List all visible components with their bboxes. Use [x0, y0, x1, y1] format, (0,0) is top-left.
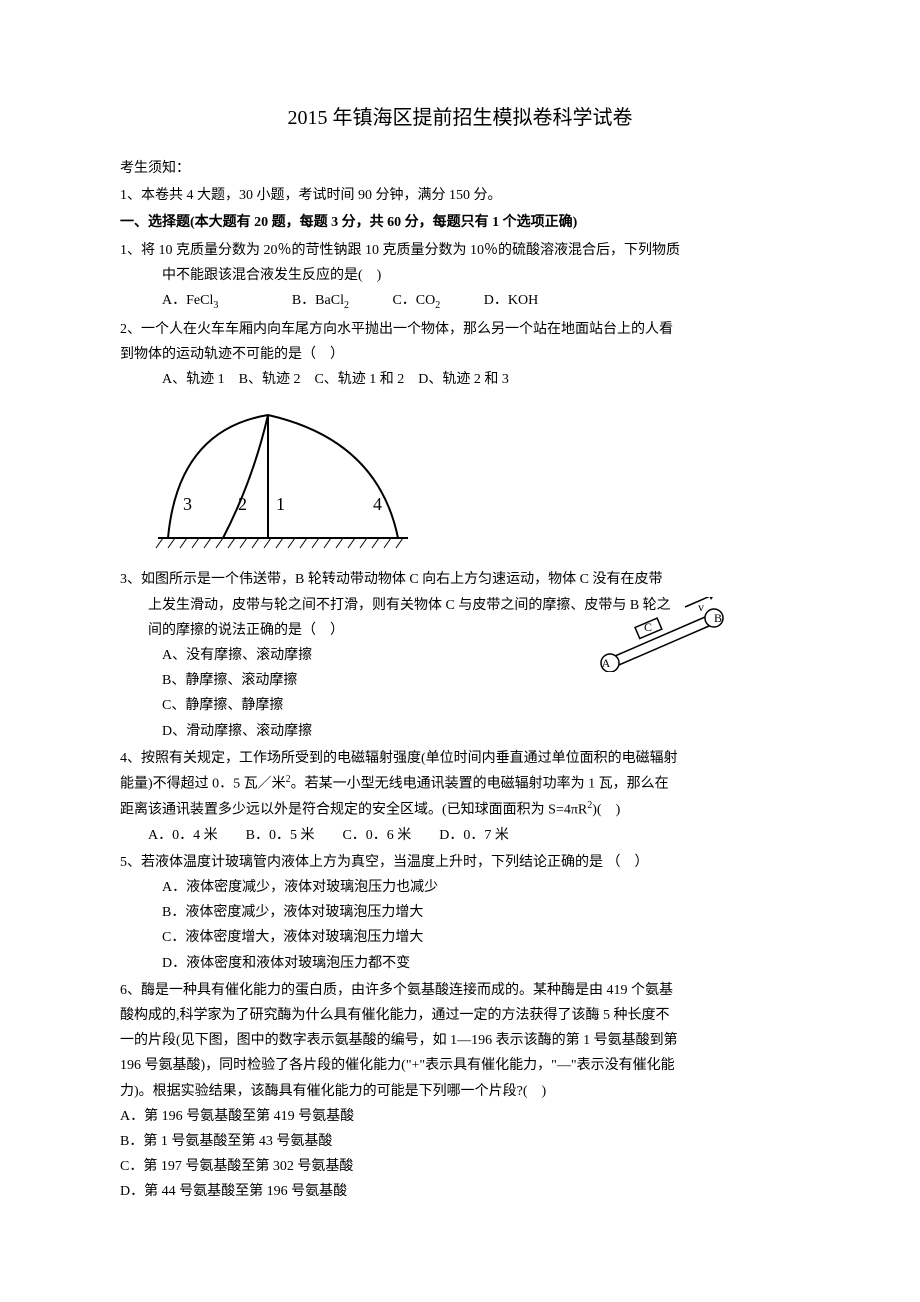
q2-text-line2: 到物体的运动轨迹不可能的是（ ） [120, 342, 800, 367]
q6-optB: B．第 1 号氨基酸至第 43 号氨基酸 [120, 1129, 800, 1154]
q3-text-line1: 3、如图所示是一个伟送带，B 轮转动带动物体 C 向右上方匀速运动，物体 C 没… [120, 567, 800, 592]
q3-optC: C、静摩擦、静摩擦 [120, 693, 800, 718]
q5-optA: A．液体密度减少，液体对玻璃泡压力也减少 [120, 875, 800, 900]
q6-optC: C．第 197 号氨基酸至第 302 号氨基酸 [120, 1154, 800, 1179]
q5-optC: C．液体密度增大，液体对玻璃泡压力增大 [120, 925, 800, 950]
q3-label-C: C [644, 620, 652, 634]
section-1-header: 一、选择题(本大题有 20 题，每题 3 分，共 60 分，每题只有 1 个选项… [120, 210, 800, 235]
question-4: 4、按照有关规定，工作场所受到的电磁辐射强度(单位时间内垂直通过单位面积的电磁辐… [120, 746, 800, 848]
q6-text-line1: 6、酶是一种具有催化能力的蛋白质，由许多个氨基酸连接而成的。某种酶是由 419 … [120, 978, 800, 1003]
q6-text-line5: 力)。根据实验结果，该酶具有催化能力的可能是下列哪一个片段?( ) [120, 1079, 800, 1104]
question-2: 2、一个人在火车车厢内向车尾方向水平抛出一个物体，那么另一个站在地面站台上的人看… [120, 317, 800, 560]
q4-text-line2: 能量)不得超过 0．5 瓦／米2。若某一小型无线电通讯装置的电磁辐射功率为 1 … [120, 771, 800, 797]
q4-text-line3: 距离该通讯装置多少远以外是符合规定的安全区域。(已知球面面积为 S=4πR2)(… [120, 797, 800, 823]
q2-text-line1: 2、一个人在火车车厢内向车尾方向水平抛出一个物体，那么另一个站在地面站台上的人看 [120, 317, 800, 342]
q6-text-line2: 酸构成的,科学家为了研究酶为什么具有催化能力，通过一定的方法获得了该酶 5 种长… [120, 1003, 800, 1028]
q2-figure: 1 2 3 4 [148, 400, 800, 559]
q2-label-3: 3 [183, 494, 192, 514]
q3-optD: D、滑动摩擦、滚动摩擦 [120, 719, 800, 744]
q3-label-B: B [714, 611, 722, 625]
q6-text-line3: 一的片段(见下图，图中的数字表示氨基酸的编号，如 1—196 表示该酶的第 1 … [120, 1028, 800, 1053]
q1-text-line1: 1、将 10 克质量分数为 20％的苛性钠跟 10 克质量分数为 10％的硫酸溶… [120, 238, 800, 263]
q1-optD: D．KOH [484, 293, 538, 308]
q4-options: A．0．4 米 B．0．5 米 C．0．6 米 D．0．7 米 [120, 823, 800, 848]
q2-label-4: 4 [373, 494, 382, 514]
q5-optB: B．液体密度减少，液体对玻璃泡压力增大 [120, 900, 800, 925]
q2-label-1: 1 [276, 494, 285, 514]
q3-figure: A B C v [590, 597, 740, 681]
question-6: 6、酶是一种具有催化能力的蛋白质，由许多个氨基酸连接而成的。某种酶是由 419 … [120, 978, 800, 1205]
q5-optD: D．液体密度和液体对玻璃泡压力都不变 [120, 951, 800, 976]
q3-label-v: v [698, 600, 704, 614]
q6-text-line4: 196 号氨基酸)，同时检验了各片段的催化能力("+"表示具有催化能力，"—"表… [120, 1053, 800, 1078]
q1-text-line2: 中不能跟该混合液发生反应的是( ) [120, 263, 800, 288]
q2-options: A、轨迹 1 B、轨迹 2 C、轨迹 1 和 2 D、轨迹 2 和 3 [120, 367, 800, 392]
q6-optA: A．第 196 号氨基酸至第 419 号氨基酸 [120, 1104, 800, 1129]
q1-optA: A．FeCl3 [162, 293, 218, 308]
q4-text-line1: 4、按照有关规定，工作场所受到的电磁辐射强度(单位时间内垂直通过单位面积的电磁辐… [120, 746, 800, 771]
notice-line-1: 1、本卷共 4 大题，30 小题，考试时间 90 分钟，满分 150 分。 [120, 183, 800, 208]
question-3: 3、如图所示是一个伟送带，B 轮转动带动物体 C 向右上方匀速运动，物体 C 没… [120, 567, 800, 743]
question-1: 1、将 10 克质量分数为 20％的苛性钠跟 10 克质量分数为 10％的硫酸溶… [120, 238, 800, 315]
q1-optB: B．BaCl2 [292, 293, 349, 308]
q5-text: 5、若液体温度计玻璃管内液体上方为真空，当温度上升时，下列结论正确的是 （ ） [120, 850, 800, 875]
exam-title: 2015 年镇海区提前招生模拟卷科学试卷 [120, 100, 800, 136]
q6-optD: D．第 44 号氨基酸至第 196 号氨基酸 [120, 1179, 800, 1204]
q1-optC: C．CO2 [392, 293, 440, 308]
q2-label-2: 2 [238, 494, 247, 514]
notice-header: 考生须知： [120, 156, 800, 181]
q3-label-A: A [602, 656, 611, 670]
q1-options: A．FeCl3 B．BaCl2 C．CO2 D．KOH [120, 288, 800, 315]
question-5: 5、若液体温度计玻璃管内液体上方为真空，当温度上升时，下列结论正确的是 （ ） … [120, 850, 800, 976]
